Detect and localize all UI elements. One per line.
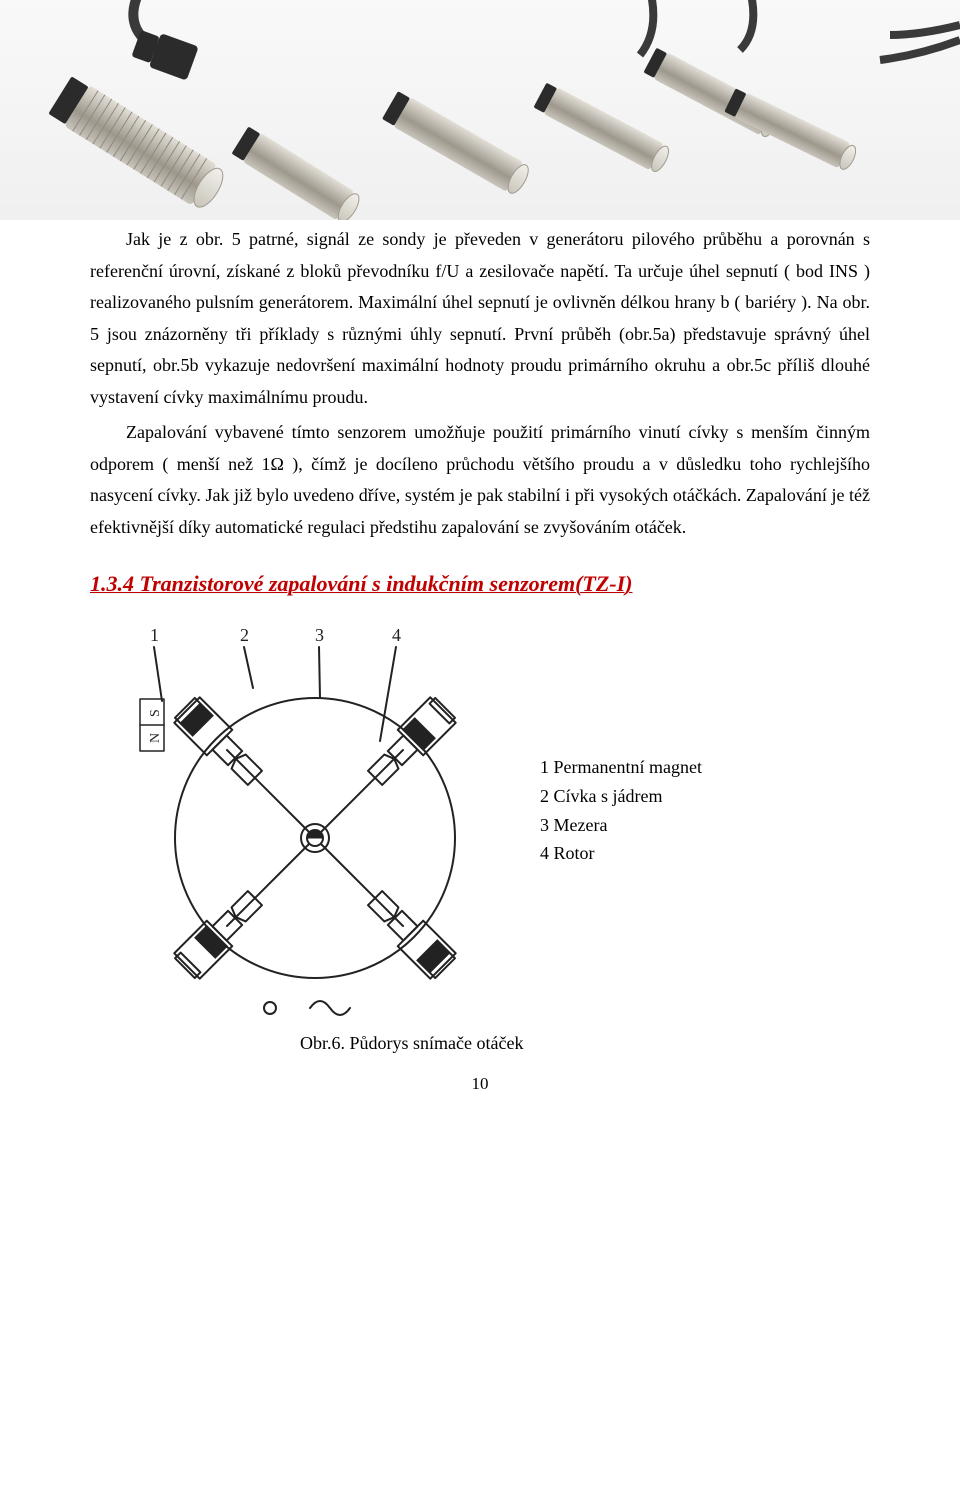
figure-legend: 1 Permanentní magnet 2 Cívka s jádrem 3 … bbox=[530, 613, 702, 868]
svg-text:N: N bbox=[148, 733, 163, 743]
figure-caption: Obr.6. Půdorys snímače otáček bbox=[300, 1033, 870, 1054]
top-sensor-photo bbox=[0, 0, 960, 220]
section-title: 1.3.4 Tranzistorové zapalování s indukčn… bbox=[90, 571, 870, 597]
legend-item-3: 3 Mezera bbox=[540, 811, 702, 840]
rotor-sensor-diagram: 1 2 3 4 S N bbox=[90, 613, 530, 1033]
svg-text:1: 1 bbox=[150, 625, 159, 645]
section-title-text: 1.3.4 Tranzistorové zapalování s indukčn… bbox=[90, 571, 633, 596]
legend-item-4: 4 Rotor bbox=[540, 839, 702, 868]
svg-text:4: 4 bbox=[392, 625, 401, 645]
figure-row: 1 2 3 4 S N bbox=[90, 613, 870, 1033]
page-number: 10 bbox=[90, 1074, 870, 1094]
paragraph-1: Jak je z obr. 5 patrné, signál ze sondy … bbox=[90, 224, 870, 413]
sensor-photo-svg bbox=[0, 0, 960, 220]
svg-text:S: S bbox=[148, 709, 163, 717]
svg-text:3: 3 bbox=[315, 625, 324, 645]
svg-text:2: 2 bbox=[240, 625, 249, 645]
paragraph-2: Zapalování vybavené tímto senzorem umožň… bbox=[90, 417, 870, 543]
legend-item-1: 1 Permanentní magnet bbox=[540, 753, 702, 782]
legend-item-2: 2 Cívka s jádrem bbox=[540, 782, 702, 811]
